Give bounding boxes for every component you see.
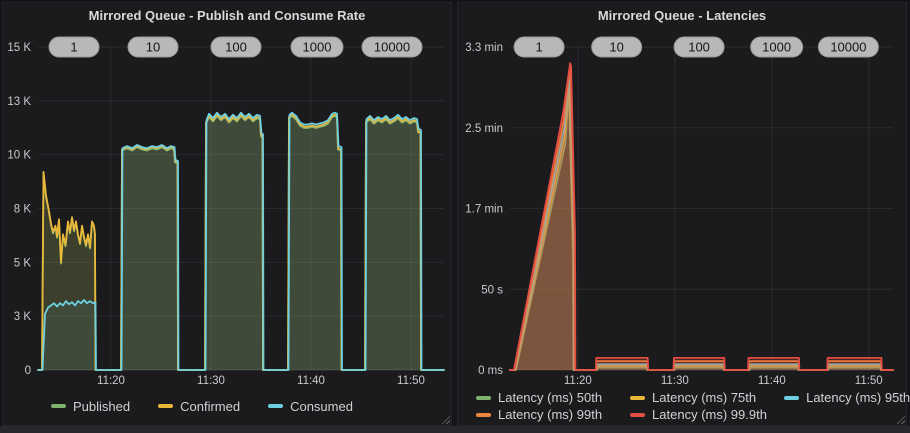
legend-item-confirmed[interactable]: Confirmed <box>158 399 240 414</box>
legend-row: Latency (ms) 50th Latency (ms) 75th Latenc… <box>476 389 910 406</box>
annotation-pill-label: 10000 <box>374 40 410 55</box>
annotation-marker-10[interactable]: 10 <box>127 36 179 58</box>
legend-item-latency-ms-95th[interactable]: Latency (ms) 95th <box>784 390 910 405</box>
series-area-published <box>38 116 444 370</box>
annotation-pill-label: 10 <box>146 40 160 55</box>
legend-series-label: Confirmed <box>180 398 241 414</box>
legend-series-label: Latency (ms) 99th <box>498 407 603 422</box>
series-area-latency-ms-75th <box>510 89 893 370</box>
panel-title-latencies[interactable]: Mirrored Queue - Latencies <box>597 8 767 23</box>
series-area-confirmed <box>38 114 444 370</box>
legend-series-label: Latency (ms) 95th <box>806 390 910 405</box>
y-axis-tick-label: 13 K <box>7 96 31 108</box>
annotation-marker-10[interactable]: 10 <box>591 36 643 58</box>
legend-series-label: Latency (ms) 99.9th <box>652 407 767 422</box>
legend-item-latency-ms-99-9th[interactable]: Latency (ms) 99.9th <box>630 407 767 422</box>
legend-item-published[interactable]: Published <box>51 399 130 414</box>
annotation-pill[interactable] <box>290 36 344 58</box>
x-axis-tick-label: 11:50 <box>397 375 425 387</box>
series-line-latency-ms-99-9th[interactable] <box>509 62 894 371</box>
legend-series-marker <box>158 404 174 408</box>
y-axis-tick-label: 3 K <box>14 311 32 323</box>
series-area-latency-ms-95th <box>510 79 893 371</box>
annotation-marker-1[interactable]: 1 <box>513 36 565 58</box>
y-axis-tick-label: 1.7 min <box>465 204 503 216</box>
annotation-pill-label: 10000 <box>830 40 866 55</box>
x-axis-tick-label: 11:30 <box>661 375 689 387</box>
annotation-pill[interactable] <box>127 36 179 58</box>
legend-series-marker <box>630 412 646 417</box>
legend-series-marker <box>476 395 491 400</box>
annotation-pill[interactable] <box>591 36 643 58</box>
legend-series-label: Latency (ms) 50th <box>498 390 603 405</box>
series-area-latency-ms-50th <box>510 98 893 370</box>
legend-series-marker <box>51 404 66 408</box>
y-axis-tick-label: 0 ms <box>478 365 503 377</box>
chart-publish-consume-rate[interactable]: 11:20 11:30 11:40 11:50 0 3 K 5 K 8 K 10 K 13 K 15… <box>3 29 451 387</box>
annotation-marker-1000[interactable]: 1000 <box>290 36 344 58</box>
legend-series-label: Consumed <box>290 398 353 414</box>
annotation-pill[interactable] <box>750 36 804 58</box>
x-axis-tick-label: 11:40 <box>297 375 325 387</box>
y-axis-tick-label: 2.5 min <box>465 123 503 135</box>
annotation-marker-10000[interactable]: 10000 <box>361 36 423 58</box>
annotation-pill-label: 1000 <box>303 40 332 55</box>
annotation-pill[interactable] <box>513 36 565 58</box>
legend-publish-consume-rate: Published Confirmed Consumed <box>3 387 451 425</box>
legend-series-label: Published <box>73 398 131 414</box>
panel-title-publish-consume-rate[interactable]: Mirrored Queue - Publish and Consume Rat… <box>88 8 366 23</box>
legend-series-label: Latency (ms) 75th <box>652 390 757 405</box>
legend-series-marker <box>268 404 284 408</box>
panel-publish-consume-rate: Mirrored Queue - Publish and Consume Rat… <box>2 2 452 426</box>
legend-series-marker <box>784 395 800 400</box>
annotation-pill-label: 100 <box>225 40 247 55</box>
annotation-pill[interactable] <box>817 36 879 58</box>
annotation-marker-1000[interactable]: 1000 <box>750 36 804 58</box>
annotation-pill-label: 100 <box>688 40 710 55</box>
panel-resize-handle[interactable] <box>441 415 450 424</box>
page-bottom-strip <box>0 426 910 433</box>
annotation-pill[interactable] <box>361 36 423 58</box>
x-axis-tick-label: 11:50 <box>855 375 883 387</box>
annotation-pill-label: 10 <box>609 40 623 55</box>
legend-item-consumed[interactable]: Consumed <box>268 399 353 414</box>
legend-row: Published Confirmed Consumed <box>51 398 451 415</box>
annotation-marker-100[interactable]: 100 <box>210 36 262 58</box>
annotation-marker-100[interactable]: 100 <box>673 36 725 58</box>
annotation-marker-1[interactable]: 1 <box>48 36 100 58</box>
y-axis-tick-label: 15 K <box>7 42 31 54</box>
legend-item-latency-ms-75th[interactable]: Latency (ms) 75th <box>630 390 756 405</box>
y-axis-tick-label: 5 K <box>14 257 32 269</box>
x-axis-tick-label: 11:20 <box>564 375 592 387</box>
legend-series-marker <box>476 412 491 417</box>
annotation-marker-10000[interactable]: 10000 <box>817 36 879 58</box>
chart-latencies[interactable]: 11:20 11:30 11:40 11:50 0 ms 50 s 1.7 min 2.5 m… <box>458 29 906 387</box>
annotation-pill[interactable] <box>48 36 100 58</box>
annotation-pill-label: 1 <box>70 40 77 55</box>
y-axis-tick-label: 50 s <box>481 284 503 296</box>
annotation-pill[interactable] <box>673 36 725 58</box>
legend-item-latency-ms-50th[interactable]: Latency (ms) 50th <box>476 390 602 405</box>
legend-series-marker <box>630 395 646 400</box>
annotation-pill-label: 1 <box>535 40 542 55</box>
annotation-pill-label: 1000 <box>762 40 791 55</box>
panel-latencies: Mirrored Queue - Latencies 11:20 11:30 11:… <box>457 2 910 426</box>
y-axis-tick-label: 8 K <box>14 204 32 216</box>
legend-item-latency-ms-99th[interactable]: Latency (ms) 99th <box>476 407 602 422</box>
series-line-consumed[interactable] <box>37 111 445 371</box>
x-axis-tick-label: 11:30 <box>197 375 225 387</box>
legend-latencies: Latency (ms) 50th Latency (ms) 75th Latenc… <box>458 387 910 425</box>
series-area-latency-ms-99th <box>510 69 893 370</box>
x-axis-tick-label: 11:20 <box>97 375 125 387</box>
y-axis-tick-label: 0 <box>25 365 31 377</box>
annotation-pill[interactable] <box>210 36 262 58</box>
panel-resize-handle[interactable] <box>896 415 905 424</box>
series-area-consumed <box>38 112 444 370</box>
x-axis-tick-label: 11:40 <box>758 375 786 387</box>
y-axis-tick-label: 3.3 min <box>465 42 503 54</box>
y-axis-tick-label: 10 K <box>7 150 31 162</box>
series-area-latency-ms-99-9th <box>510 63 893 370</box>
legend-row: Latency (ms) 99th Latency (ms) 99.9th <box>476 406 906 423</box>
